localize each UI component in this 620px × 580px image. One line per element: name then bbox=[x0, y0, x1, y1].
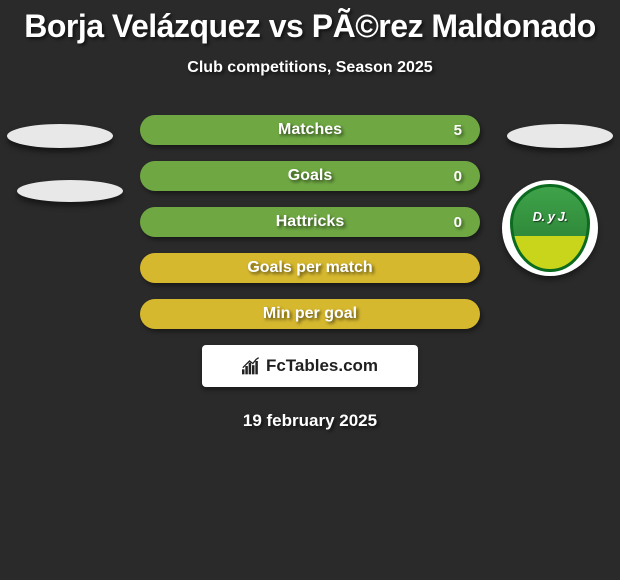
stat-row-matches: Matches 5 bbox=[0, 115, 620, 145]
stat-label: Matches bbox=[278, 121, 342, 139]
page-subtitle: Club competitions, Season 2025 bbox=[0, 59, 620, 77]
stats-container: Matches 5 Goals 0 Hattricks 0 Goals per … bbox=[0, 115, 620, 329]
stat-row-goals-per-match: Goals per match bbox=[0, 253, 620, 283]
stat-row-min-per-goal: Min per goal bbox=[0, 299, 620, 329]
chart-bars-icon bbox=[242, 357, 262, 375]
stat-label: Hattricks bbox=[276, 213, 344, 231]
stat-label: Min per goal bbox=[263, 305, 357, 323]
brand-name: FcTables.com bbox=[266, 356, 378, 376]
stat-label: Goals per match bbox=[247, 259, 372, 277]
footer-date: 19 february 2025 bbox=[0, 411, 620, 431]
stat-value-right: 0 bbox=[454, 168, 462, 185]
brand-box: FcTables.com bbox=[202, 345, 418, 387]
stat-bar: Matches 5 bbox=[140, 115, 480, 145]
stat-row-goals: Goals 0 bbox=[0, 161, 620, 191]
stat-label: Goals bbox=[288, 167, 332, 185]
stat-value-right: 5 bbox=[454, 122, 462, 139]
stat-row-hattricks: Hattricks 0 bbox=[0, 207, 620, 237]
stat-bar: Min per goal bbox=[140, 299, 480, 329]
page-title: Borja Velázquez vs PÃ©rez Maldonado bbox=[0, 0, 620, 45]
stat-value-right: 0 bbox=[454, 214, 462, 231]
stat-bar: Goals 0 bbox=[140, 161, 480, 191]
stat-bar: Goals per match bbox=[140, 253, 480, 283]
stat-bar: Hattricks 0 bbox=[140, 207, 480, 237]
